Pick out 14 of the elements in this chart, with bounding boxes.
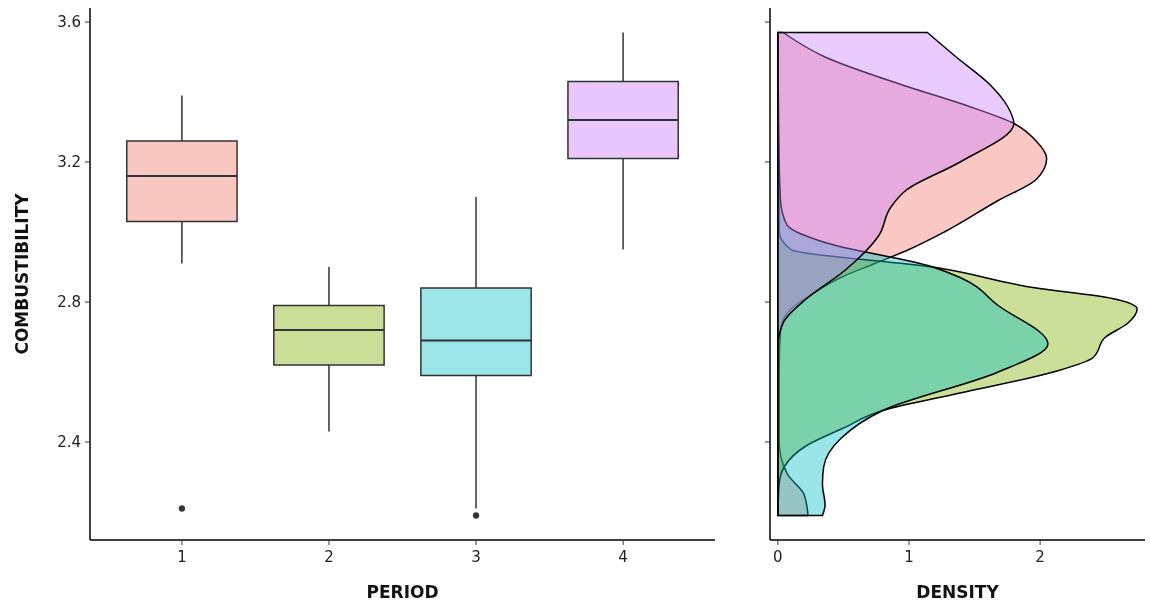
x-tick-label: 3 (471, 548, 481, 566)
y-tick-label: 3.2 (57, 153, 81, 172)
x-axis-title: DENSITY (916, 582, 1000, 602)
y-axis-title: COMBUSTIBILITY (12, 192, 32, 355)
y-tick-label: 2.4 (57, 433, 81, 452)
x-tick-label: 4 (618, 548, 628, 566)
y-tick-label: 3.6 (57, 13, 81, 32)
x-tick-label: 1 (177, 548, 187, 566)
y-tick-label: 2.8 (57, 293, 81, 312)
x-tick-label: 2 (324, 548, 334, 566)
x-tick-label: 0 (773, 548, 783, 566)
x-tick-label: 1 (904, 548, 914, 566)
x-axis-title: PERIOD (366, 582, 439, 602)
x-tick-label: 2 (1035, 548, 1045, 566)
